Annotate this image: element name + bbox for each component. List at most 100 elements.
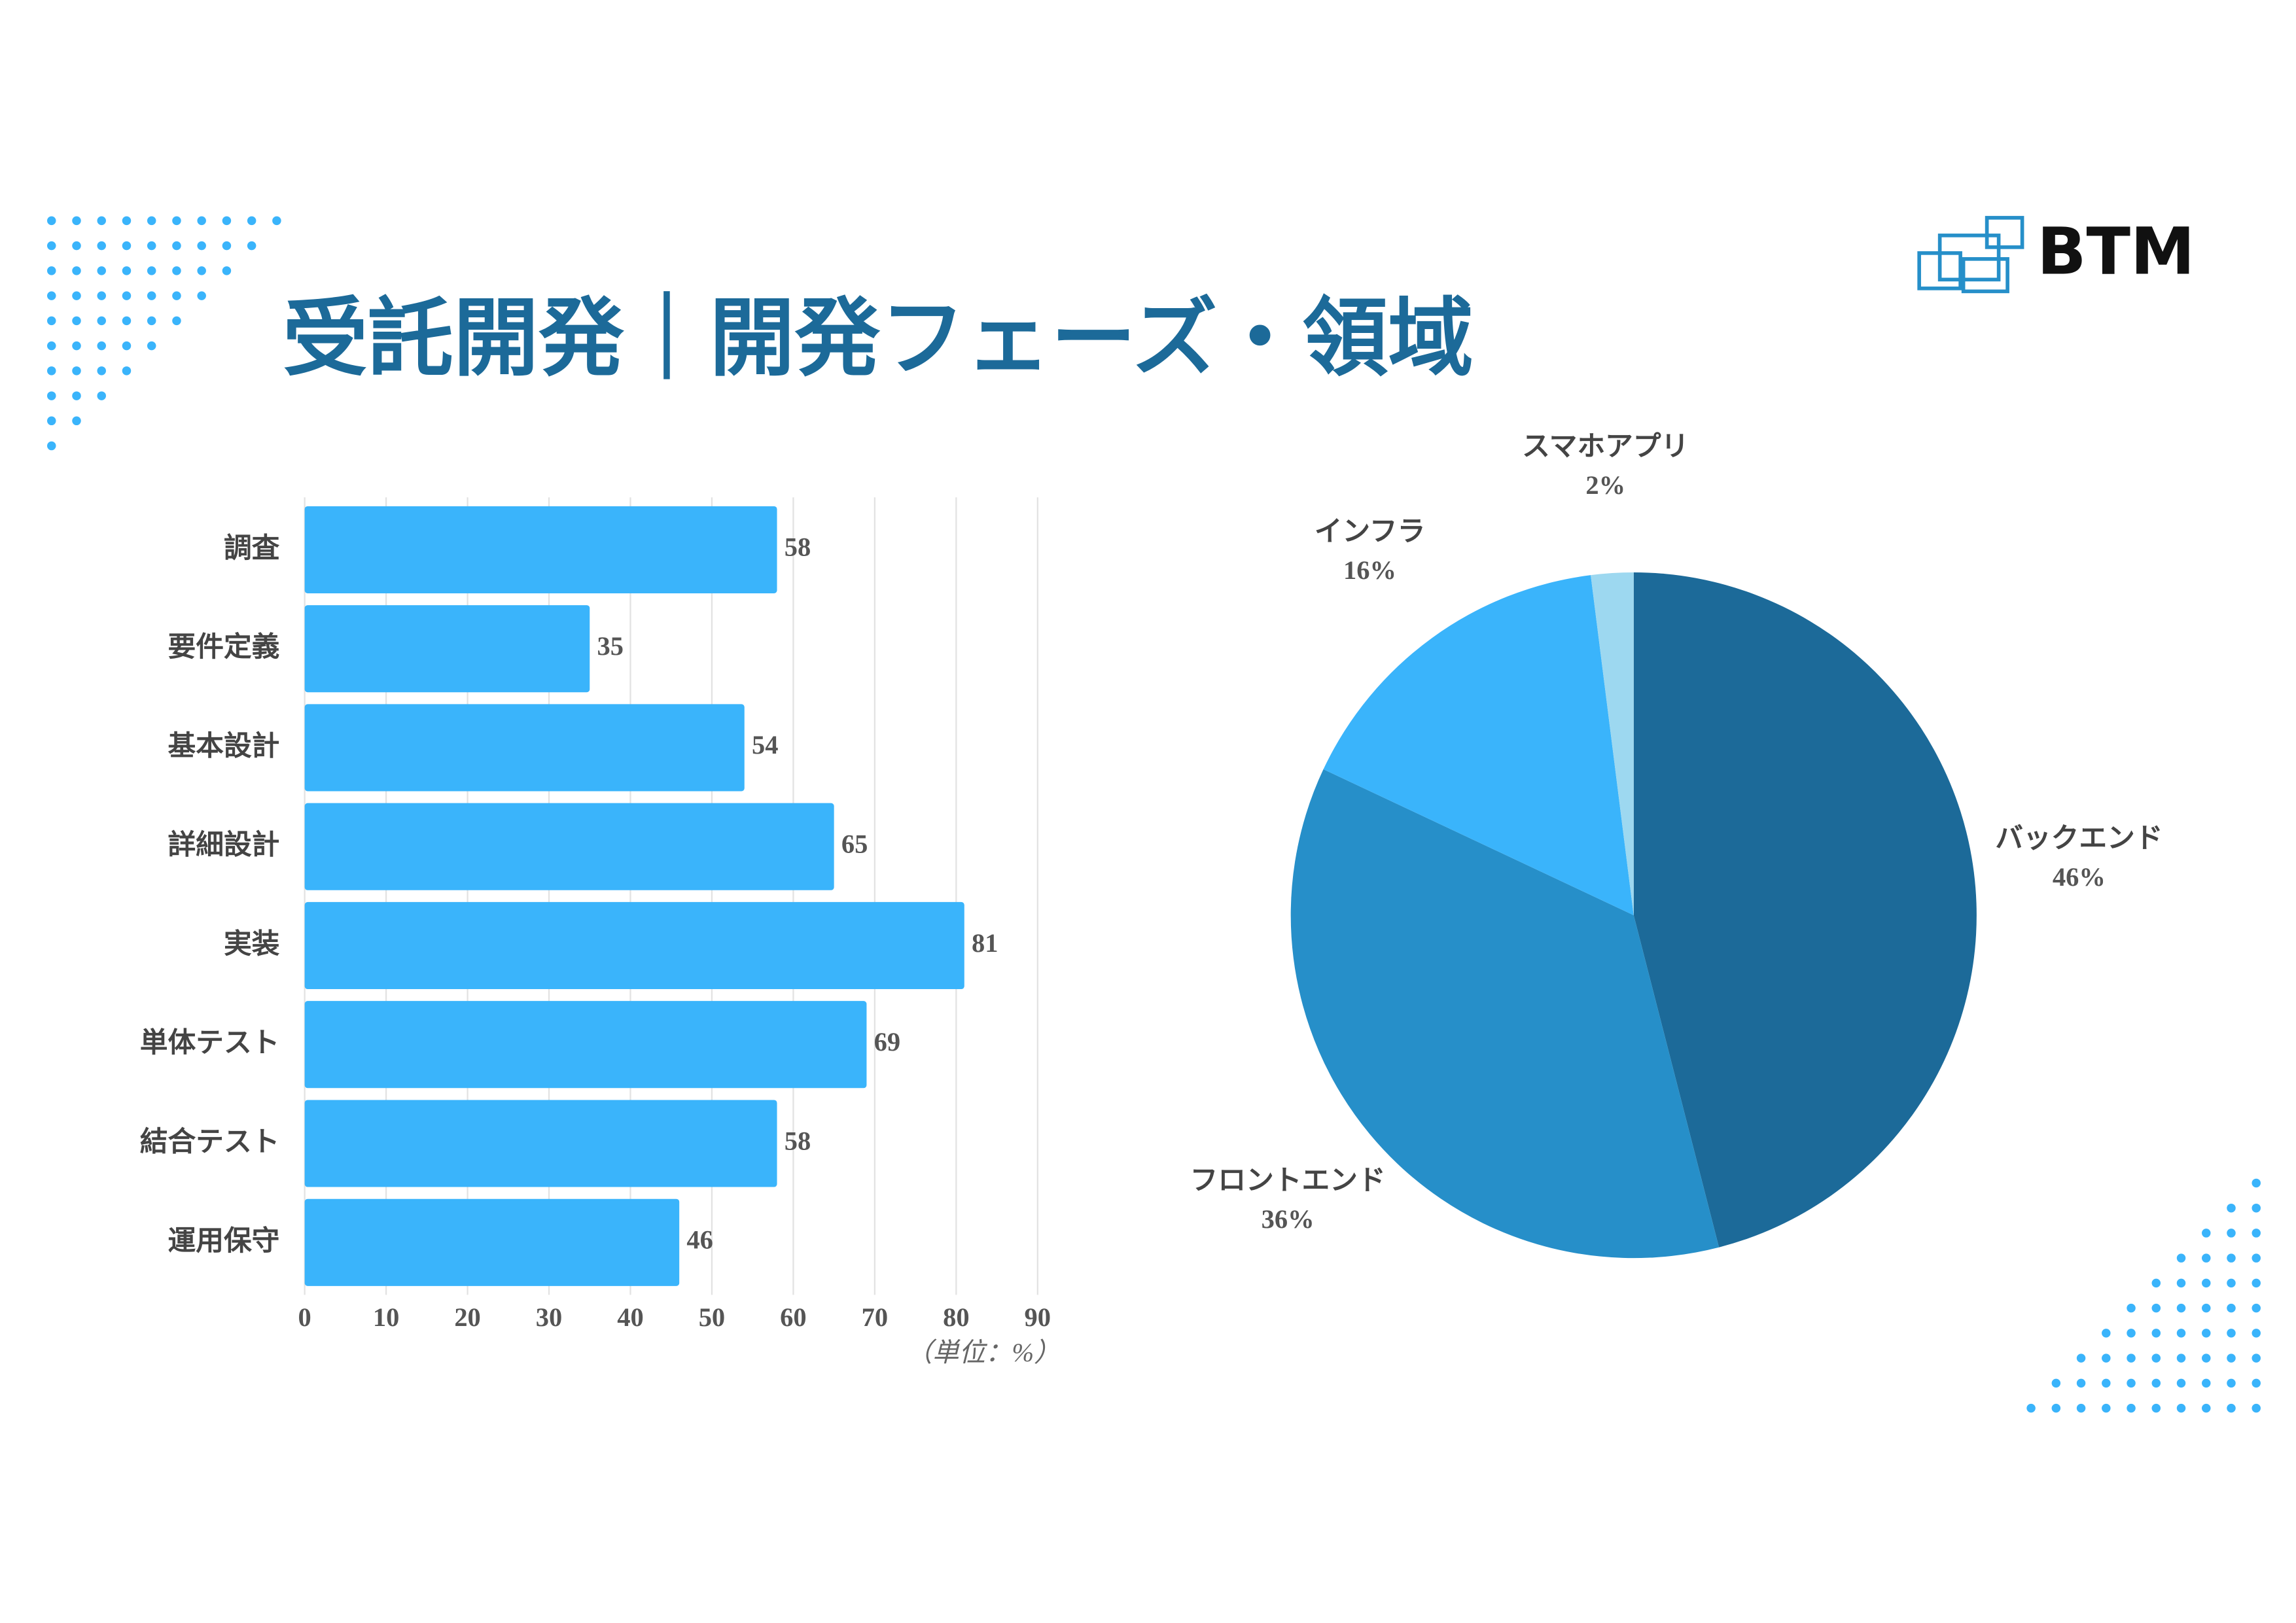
deco-dot bbox=[2227, 1253, 2236, 1263]
deco-dot bbox=[2151, 1353, 2161, 1363]
bar bbox=[304, 1001, 867, 1089]
deco-dot bbox=[2252, 1403, 2261, 1413]
deco-dot bbox=[2202, 1353, 2211, 1363]
deco-dot bbox=[97, 241, 106, 251]
deco-dot bbox=[2202, 1229, 2211, 1238]
deco-dot bbox=[197, 241, 206, 251]
deco-dot bbox=[2102, 1329, 2111, 1338]
deco-dot bbox=[47, 366, 56, 375]
slice-value-label: 46% bbox=[2053, 862, 2106, 892]
deco-dot bbox=[222, 241, 232, 251]
deco-dot bbox=[2102, 1378, 2111, 1388]
x-tick-label: 0 bbox=[298, 1302, 311, 1332]
value-label: 54 bbox=[752, 730, 778, 759]
pie-slice bbox=[1633, 572, 1977, 1248]
deco-dot bbox=[2176, 1253, 2186, 1263]
bar bbox=[304, 803, 834, 890]
deco-dot bbox=[147, 341, 156, 351]
deco-dot bbox=[72, 341, 81, 351]
deco-dot bbox=[197, 266, 206, 275]
slice-label: スマホアプリ bbox=[1522, 430, 1689, 463]
deco-dot bbox=[2176, 1303, 2186, 1313]
deco-dot bbox=[47, 441, 56, 451]
deco-dot bbox=[72, 416, 81, 426]
deco-dot bbox=[2026, 1403, 2036, 1413]
x-tick-label: 40 bbox=[617, 1302, 643, 1332]
deco-dot bbox=[122, 241, 132, 251]
deco-dot bbox=[2102, 1403, 2111, 1413]
deco-dot bbox=[2227, 1353, 2236, 1363]
deco-dot bbox=[2202, 1378, 2211, 1388]
deco-dot bbox=[122, 341, 132, 351]
deco-dot bbox=[2227, 1378, 2236, 1388]
deco-dot bbox=[122, 266, 132, 275]
deco-dot bbox=[2252, 1329, 2261, 1338]
deco-dot bbox=[2151, 1278, 2161, 1288]
deco-dot bbox=[172, 266, 181, 275]
deco-dot bbox=[97, 266, 106, 275]
deco-dot bbox=[97, 341, 106, 351]
deco-dot bbox=[47, 391, 56, 400]
deco-dot bbox=[2252, 1278, 2261, 1288]
deco-dot bbox=[122, 316, 132, 326]
x-tick-label: 30 bbox=[536, 1302, 562, 1332]
slice-value-label: 2% bbox=[1585, 470, 1625, 500]
deco-dot bbox=[2151, 1329, 2161, 1338]
deco-dot bbox=[197, 216, 206, 226]
deco-dot bbox=[2076, 1353, 2086, 1363]
deco-dot bbox=[72, 216, 81, 226]
deco-dot bbox=[2127, 1303, 2136, 1313]
deco-dot bbox=[122, 216, 132, 226]
value-label: 81 bbox=[972, 928, 998, 958]
x-tick-label: 60 bbox=[780, 1302, 806, 1332]
deco-dot bbox=[2227, 1229, 2236, 1238]
deco-dot bbox=[2252, 1203, 2261, 1213]
bar bbox=[304, 1198, 680, 1286]
deco-dot bbox=[2227, 1278, 2236, 1288]
value-label: 58 bbox=[785, 532, 811, 562]
deco-dot bbox=[72, 266, 81, 275]
deco-dot bbox=[2151, 1378, 2161, 1388]
deco-dot bbox=[2252, 1353, 2261, 1363]
value-label: 35 bbox=[597, 631, 624, 661]
deco-dot bbox=[2176, 1353, 2186, 1363]
x-tick-label: 70 bbox=[862, 1302, 888, 1332]
deco-dot bbox=[222, 266, 232, 275]
bar bbox=[304, 901, 964, 990]
deco-dot bbox=[2127, 1353, 2136, 1363]
x-tick-label: 90 bbox=[1025, 1302, 1051, 1332]
bar bbox=[304, 704, 745, 792]
deco-dot bbox=[2051, 1378, 2061, 1388]
logo-mark bbox=[1917, 216, 2024, 294]
deco-dot bbox=[72, 241, 81, 251]
deco-dot bbox=[172, 291, 181, 300]
deco-dot bbox=[47, 341, 56, 351]
value-label: 46 bbox=[686, 1225, 713, 1255]
deco-dot bbox=[97, 216, 106, 226]
deco-dot bbox=[47, 241, 56, 251]
deco-dot bbox=[222, 216, 232, 226]
deco-dot bbox=[47, 216, 56, 226]
y-tick-label: 実装 bbox=[224, 928, 280, 960]
deco-dot bbox=[2202, 1278, 2211, 1288]
value-label: 58 bbox=[785, 1126, 811, 1155]
deco-dot bbox=[2202, 1253, 2211, 1263]
deco-dot bbox=[122, 366, 132, 375]
deco-dot bbox=[97, 291, 106, 300]
deco-dot bbox=[197, 291, 206, 300]
deco-dot bbox=[147, 266, 156, 275]
slice-value-label: 36% bbox=[1262, 1204, 1315, 1234]
slice-label: インフラ bbox=[1315, 515, 1426, 548]
deco-dot bbox=[97, 391, 106, 400]
deco-dot bbox=[2202, 1303, 2211, 1313]
deco-dot bbox=[47, 416, 56, 426]
deco-dot bbox=[2176, 1278, 2186, 1288]
slice-label: フロントエンド bbox=[1190, 1164, 1386, 1197]
deco-dot bbox=[2252, 1378, 2261, 1388]
deco-dot bbox=[2252, 1178, 2261, 1188]
deco-dot bbox=[2176, 1403, 2186, 1413]
value-label: 69 bbox=[874, 1027, 900, 1056]
x-tick-label: 80 bbox=[943, 1302, 969, 1332]
deco-dot bbox=[2102, 1353, 2111, 1363]
